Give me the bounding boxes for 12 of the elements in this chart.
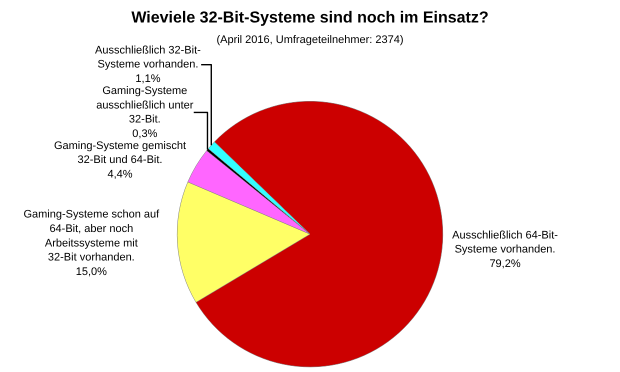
- data-label: 0,3%: [132, 128, 158, 140]
- slice-label: Gaming-Systeme ausschließlich unter 32-Bit.: [96, 85, 194, 126]
- data-label: 15,0%: [76, 266, 108, 278]
- data-label: 79,2%: [489, 258, 521, 270]
- slice-label: Ausschließlich 32-Bit-Systeme vorhanden.: [95, 44, 202, 71]
- data-label: 1,1%: [135, 73, 161, 86]
- chart-title: Wieviele 32-Bit-Systeme sind noch im Einsatz?: [131, 9, 489, 26]
- chart-subtitle: (April 2016, Umfrageteilnehmer: 2374): [216, 34, 404, 46]
- slice-label: Ausschließlich 64-Bit-Systeme vorhanden.: [452, 229, 558, 256]
- slice-label: Gaming-Systeme schon auf 64-Bit, aber noch Arbeitssysteme mit 32-Bit vorhanden.: [23, 208, 160, 264]
- data-label: 4,4%: [107, 168, 133, 181]
- slice-label: Gaming-Systeme gemischt 32-Bit und 64-Bit.: [54, 140, 186, 166]
